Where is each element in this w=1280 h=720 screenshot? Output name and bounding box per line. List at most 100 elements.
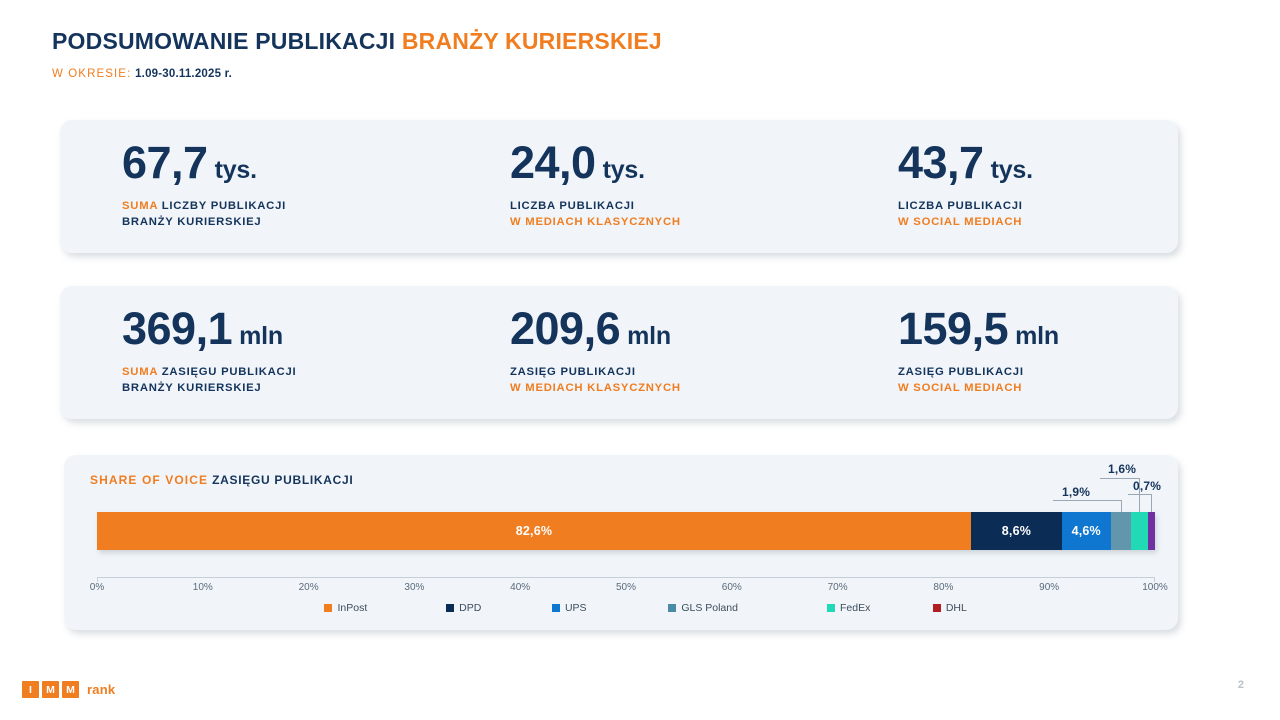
stat-desc-line1: ZASIĘG PUBLIKACJI <box>510 366 636 378</box>
stat-desc-line1: LICZBA PUBLIKACJI <box>510 200 635 212</box>
callout-fedex: 1,6% <box>1108 462 1137 476</box>
bar-segment-label: 4,6% <box>1071 524 1101 538</box>
stat-desc-line2: W MEDIACH KLASYCZNYCH <box>510 382 681 395</box>
legend-swatch-icon <box>932 604 941 612</box>
stat-value: 159,5 mln <box>898 306 1059 351</box>
legend-item-ups[interactable]: UPS <box>551 602 587 614</box>
stat-number: 159,5 <box>898 303 1009 354</box>
stat-number: 67,7 <box>122 137 208 188</box>
stat-desc-line2: BRANŻY KURIERSKIEJ <box>122 382 262 395</box>
axis-tick-label: 20% <box>298 582 319 593</box>
axis-tick-label: 90% <box>1039 582 1060 593</box>
stat-unit: tys. <box>602 156 645 184</box>
stat-value: 209,6 mln <box>510 306 681 351</box>
page-title-main: PODSUMOWANIE PUBLIKACJI <box>52 28 396 54</box>
page-title: PODSUMOWANIE PUBLIKACJI BRANŻY KURIERSKI… <box>52 28 662 55</box>
stat-desc-line1: LICZBA PUBLIKACJI <box>898 200 1023 212</box>
callout-dhl: 0,7% <box>1133 479 1162 493</box>
legend-label: GLS Poland <box>681 602 738 614</box>
legend-item-dhl[interactable]: DHL <box>932 602 967 614</box>
bar-segment-label: 82,6% <box>515 524 553 538</box>
stat-total-reach: 369,1 mln SUMA ZASIĘGU PUBLIKACJI BRANŻY … <box>122 306 296 397</box>
share-of-voice-card: SHARE OF VOICE ZASIĘGU PUBLIKACJI 82,6% 8… <box>64 455 1178 630</box>
stat-description: SUMA LICZBY PUBLIKACJI BRANŻY KURIERSKIE… <box>122 198 286 231</box>
stat-unit: tys. <box>214 156 257 184</box>
stats-card-publications: 67,7 tys. SUMA LICZBY PUBLIKACJI BRANŻY K… <box>60 120 1178 253</box>
bar-segment-label: 8,6% <box>1001 524 1032 538</box>
stat-value: 369,1 mln <box>122 306 296 351</box>
bar-segment-ups: 4,6% <box>1061 512 1111 550</box>
chart-axis-line <box>97 577 1155 582</box>
stat-unit: mln <box>239 322 283 350</box>
legend-item-inpost[interactable]: InPost <box>324 602 367 614</box>
stat-number: 43,7 <box>898 137 984 188</box>
bar-segment-dhl <box>1147 512 1155 550</box>
stat-desc-line2: W MEDIACH KLASYCZNYCH <box>510 216 681 229</box>
logo-word: rank <box>87 682 116 697</box>
stat-value: 43,7 tys. <box>898 140 1033 185</box>
date-range: W OKRESIE: 1.09-30.11.2025 r. <box>52 68 662 80</box>
stat-publications-social-media: 43,7 tys. LICZBA PUBLIKACJI W SOCIAL MEDI… <box>898 140 1033 231</box>
stat-reach-social-media: 159,5 mln ZASIĘG PUBLIKACJI W SOCIAL MEDI… <box>898 306 1059 397</box>
legend-swatch-icon <box>324 604 333 612</box>
chart-axis-ticks: 0% 10% 20% 30% 40% 50% 60% 70% 80% 90% 100% <box>90 582 1168 598</box>
axis-tick-label: 10% <box>192 582 213 593</box>
axis-tick-label: 0% <box>89 582 105 593</box>
axis-tick-label: 40% <box>510 582 531 593</box>
axis-tick-label: 30% <box>404 582 425 593</box>
legend-swatch-icon <box>551 604 560 612</box>
stat-publications-classic-media: 24,0 tys. LICZBA PUBLIKACJI W MEDIACH KLA… <box>510 140 681 231</box>
legend-label: FedEx <box>840 602 871 614</box>
stat-value: 67,7 tys. <box>122 140 286 185</box>
chart-legend: InPost DPD UPS GLS Poland FedEx DHL <box>97 602 1155 618</box>
stat-desc-line2: W SOCIAL MEDIACH <box>898 382 1023 395</box>
stat-desc-accent: SUMA <box>122 366 158 378</box>
legend-item-dpd[interactable]: DPD <box>446 602 481 614</box>
legend-item-gls-poland[interactable]: GLS Poland <box>668 602 738 614</box>
stat-number: 369,1 <box>122 303 233 354</box>
stat-total-publications: 67,7 tys. SUMA LICZBY PUBLIKACJI BRANŻY K… <box>122 140 286 231</box>
stat-unit: tys. <box>990 156 1033 184</box>
axis-tick-label: 100% <box>1142 582 1168 593</box>
stat-description: ZASIĘG PUBLIKACJI W SOCIAL MEDIACH <box>898 364 1059 397</box>
logo-square-m1: M <box>42 681 59 698</box>
stat-description: LICZBA PUBLIKACJI W SOCIAL MEDIACH <box>898 198 1033 231</box>
legend-swatch-icon <box>668 604 677 612</box>
leader-line <box>1139 478 1141 512</box>
stat-number: 24,0 <box>510 137 596 188</box>
bar-segment-fedex <box>1130 512 1148 550</box>
axis-tick-label: 50% <box>615 582 637 593</box>
stat-description: ZASIĘG PUBLIKACJI W MEDIACH KLASYCZNYCH <box>510 364 681 397</box>
share-of-voice-title-rest: ZASIĘGU PUBLIKACJI <box>212 473 354 487</box>
page-header: PODSUMOWANIE PUBLIKACJI BRANŻY KURIERSKI… <box>52 28 662 80</box>
callout-gls-poland: 1,9% <box>1062 485 1091 499</box>
axis-tick-label: 80% <box>933 582 954 593</box>
leader-line <box>1151 494 1153 512</box>
stacked-bar-chart: 82,6% 8,6% 4,6% <box>97 512 1155 550</box>
axis-tick-label: 60% <box>721 582 742 593</box>
share-of-voice-title: SHARE OF VOICE ZASIĘGU PUBLIKACJI <box>90 473 353 487</box>
stat-desc-line2: W SOCIAL MEDIACH <box>898 216 1023 229</box>
stat-description: LICZBA PUBLIKACJI W MEDIACH KLASYCZNYCH <box>510 198 681 231</box>
leader-line <box>1053 500 1121 501</box>
share-of-voice-title-accent: SHARE OF VOICE <box>90 473 209 487</box>
legend-label: DPD <box>459 602 482 614</box>
stat-description: SUMA ZASIĘGU PUBLIKACJI BRANŻY KURIERSKI… <box>122 364 296 397</box>
leader-line <box>1128 494 1152 495</box>
stat-desc-line1: ZASIĘGU PUBLIKACJI <box>161 366 297 378</box>
axis-tick-label: 70% <box>827 582 848 593</box>
stat-desc-line2: BRANŻY KURIERSKIEJ <box>122 216 262 229</box>
bar-segment-dpd: 8,6% <box>970 512 1062 550</box>
imm-rank-logo: I M M rank <box>22 681 115 698</box>
legend-item-fedex[interactable]: FedEx <box>827 602 870 614</box>
legend-label: DHL <box>945 602 967 614</box>
date-range-value: 1.09-30.11.2025 r. <box>135 68 233 80</box>
legend-label: UPS <box>564 602 587 614</box>
legend-label: InPost <box>337 602 368 614</box>
logo-square-m2: M <box>62 681 79 698</box>
stats-row: 67,7 tys. SUMA LICZBY PUBLIKACJI BRANŻY K… <box>60 120 1178 253</box>
legend-swatch-icon <box>827 604 836 612</box>
stats-row: 369,1 mln SUMA ZASIĘGU PUBLIKACJI BRANŻY … <box>60 286 1178 419</box>
stats-card-reach: 369,1 mln SUMA ZASIĘGU PUBLIKACJI BRANŻY … <box>60 286 1178 419</box>
stat-number: 209,6 <box>510 303 621 354</box>
